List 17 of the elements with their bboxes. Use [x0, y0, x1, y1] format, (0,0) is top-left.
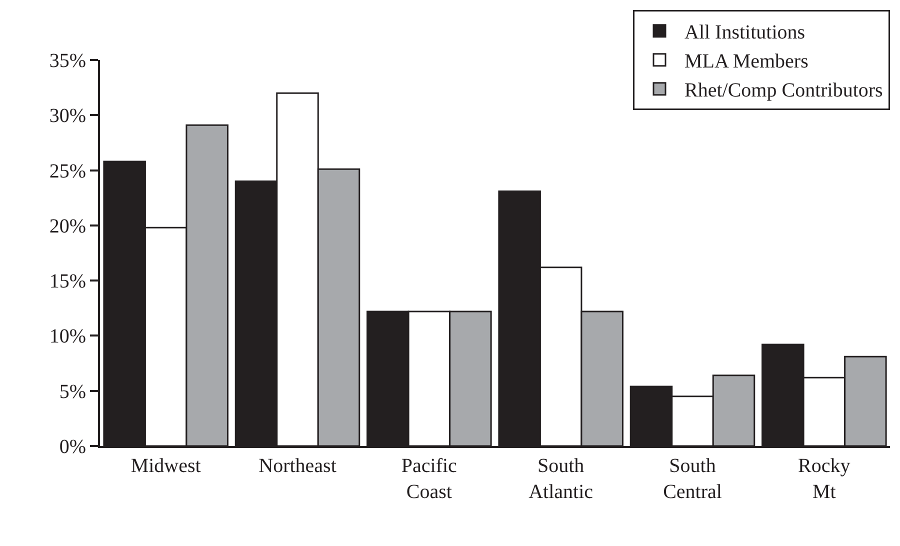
y-tick-label: 15%	[49, 270, 86, 293]
y-tick-label: 30%	[49, 105, 86, 128]
y-tick-label: 20%	[49, 215, 86, 238]
y-tick-label: 35%	[49, 50, 86, 72]
y-tick-label: 25%	[49, 160, 86, 182]
y-tick-label: 10%	[49, 326, 86, 348]
legend-label: All Institutions	[684, 22, 806, 44]
y-tick-label: 5%	[59, 380, 86, 403]
x-tick-label: Pacific Coast	[401, 455, 458, 503]
legend-label: Rhet/Comp Contributors	[684, 80, 884, 102]
x-tick-label: Rocky Mt	[798, 455, 850, 503]
y-tick-label: 0%	[59, 436, 86, 458]
x-tick-label: Northeast	[258, 455, 337, 477]
x-tick-label: South Central	[663, 455, 722, 503]
legend-label: MLA Members	[684, 50, 809, 73]
x-tick-label: Midwest	[130, 455, 202, 477]
x-tick-label: South Atlantic	[528, 455, 594, 503]
